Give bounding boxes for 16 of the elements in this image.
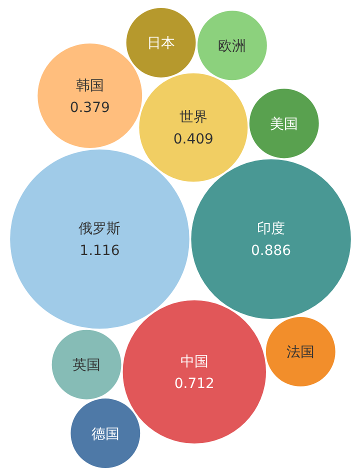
data-label: 0.409 — [173, 132, 214, 148]
category-label: 中国 — [180, 354, 208, 370]
category-label: 印度 — [257, 221, 286, 238]
data-label: 0.379 — [70, 100, 110, 116]
category-label: 韩国 — [76, 78, 104, 94]
category-label: 世界 — [179, 110, 208, 126]
category-label: 欧洲 — [218, 38, 246, 54]
data-label: 1.116 — [80, 243, 120, 260]
data-label: 0.712 — [174, 376, 214, 392]
category-label: 英国 — [72, 358, 101, 374]
category-label: 法国 — [286, 344, 315, 361]
category-label: 俄罗斯 — [78, 221, 121, 238]
category-label: 德国 — [91, 426, 120, 442]
data-label: 0.886 — [251, 243, 292, 260]
category-label: 美国 — [270, 116, 298, 132]
category-label: 日本 — [147, 36, 176, 52]
